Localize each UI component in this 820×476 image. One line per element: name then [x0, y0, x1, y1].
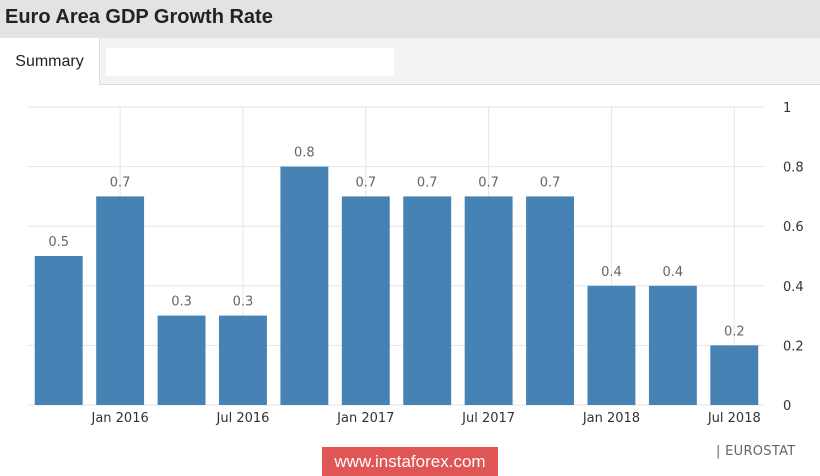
x-tick-label: Jan 2017	[336, 411, 394, 426]
x-axis-ticks: Jan 2016 Jul 2016 Jan 2017 Jul 2017 Jan 2018…	[90, 411, 760, 426]
bar[interactable]	[341, 196, 390, 405]
bar[interactable]	[464, 196, 513, 405]
y-tick-label: 0.4	[783, 280, 804, 295]
bar[interactable]	[157, 315, 206, 405]
x-tick-label: Jul 2016	[216, 411, 270, 426]
data-label: 0.8	[294, 146, 315, 161]
data-label: 0.3	[171, 295, 192, 310]
y-tick-label: 0.2	[783, 339, 804, 354]
page-title: Euro Area GDP Growth Rate	[5, 6, 273, 28]
bar[interactable]	[648, 285, 697, 405]
x-tick-label: Jan 2016	[90, 411, 148, 426]
tab-placeholder	[106, 48, 394, 76]
bar[interactable]	[96, 196, 145, 405]
data-label: 0.4	[663, 265, 684, 280]
tab-summary[interactable]: Summary	[0, 38, 100, 85]
bar[interactable]	[34, 256, 83, 405]
data-label: 0.3	[233, 295, 254, 310]
header: Euro Area GDP Growth Rate	[0, 0, 820, 38]
source-label[interactable]: | EUROSTAT	[716, 444, 796, 459]
x-tick-label: Jul 2017	[461, 411, 515, 426]
y-tick-label: 0.8	[783, 161, 804, 176]
y-axis-ticks: 0 0.2 0.4 0.6 0.8 1	[783, 101, 804, 414]
bar[interactable]	[219, 315, 267, 405]
y-tick-label: 1	[783, 101, 791, 116]
bar[interactable]	[280, 166, 329, 405]
bars	[34, 166, 759, 405]
data-label: 0.7	[110, 175, 131, 190]
data-labels: 0.5 0.7 0.3 0.3 0.8 0.7 0.7 0.7 0.7 0.4 0.4 0.2	[48, 146, 744, 340]
bar[interactable]	[403, 196, 452, 405]
watermark: www.instaforex.com	[322, 447, 498, 476]
data-label: 0.7	[355, 175, 376, 190]
bar[interactable]	[587, 285, 636, 405]
x-tick-label: Jan 2018	[582, 411, 640, 426]
data-label: 0.7	[540, 175, 561, 190]
bar[interactable]	[526, 196, 574, 405]
y-tick-label: 0	[783, 399, 791, 414]
data-label: 0.5	[48, 235, 69, 250]
y-tick-label: 0.6	[783, 220, 804, 235]
gdp-bar-chart: 0.5 0.7 0.3 0.3 0.8 0.7 0.7 0.7 0.7 0.4 0.4 0.2 Jan…	[28, 101, 804, 426]
x-tick-label: Jul 2018	[707, 411, 761, 426]
data-label: 0.4	[601, 265, 622, 280]
data-label: 0.2	[724, 324, 745, 339]
data-label: 0.7	[478, 175, 499, 190]
data-label: 0.7	[417, 175, 438, 190]
bar[interactable]	[710, 345, 759, 405]
